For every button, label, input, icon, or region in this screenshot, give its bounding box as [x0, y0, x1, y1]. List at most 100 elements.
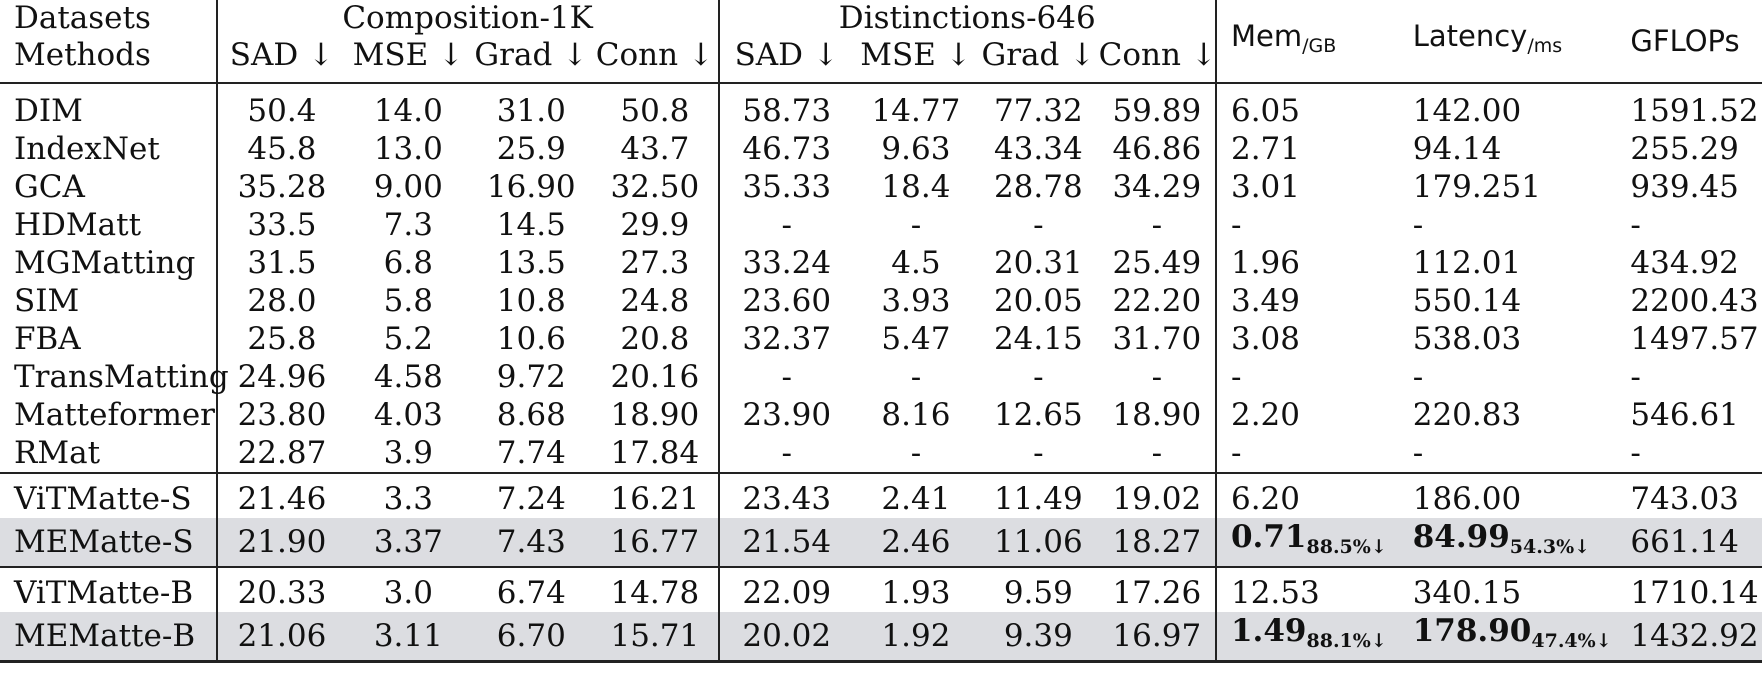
d646-mse-value: 8.16 — [881, 397, 951, 433]
table-row: MEMatte-S 21.90 3.37 7.43 16.77 21.54 2.46 11.0… — [0, 518, 1762, 567]
d646-sad-header: SAD ↓ — [717, 36, 854, 83]
d646-mse-value: 2.41 — [853, 472, 978, 518]
mem-value: 3.08 — [1214, 320, 1399, 358]
latency-value: 84.9954.3%↓ — [1398, 518, 1617, 567]
gflops-value: 255.29 — [1630, 131, 1739, 167]
c1k-conn-value: 27.3 — [620, 245, 690, 281]
d646-sad-value: - — [717, 434, 854, 473]
c1k-mse-value: 7.3 — [383, 207, 433, 243]
d646-grad-value: 77.32 — [977, 82, 1099, 130]
d646-mse-value: 9.63 — [881, 131, 951, 167]
c1k-mse-header: MSE ↓ — [352, 37, 465, 73]
d646-sad-value: - — [717, 358, 854, 396]
d646-conn-value: 18.27 — [1098, 518, 1216, 567]
header-row-1: Datasets Composition-1K Distinctions-646… — [0, 0, 1762, 83]
c1k-conn-value: 20.8 — [620, 321, 690, 357]
d646-conn-value: - — [1151, 435, 1163, 471]
d646-grad-value: 12.65 — [993, 397, 1083, 433]
d646-sad-value: 23.43 — [717, 472, 854, 518]
gflops-header: GFLOPs — [1630, 24, 1740, 58]
d646-grad-value: 11.06 — [977, 518, 1099, 567]
table-row: FBA 25.8 5.2 10.6 20.8 32.37 5.47 24.15 31.70 3.0… — [0, 320, 1762, 358]
d646-sad-value: 33.24 — [717, 244, 854, 282]
gflops-value: - — [1630, 207, 1641, 243]
c1k-sad-value: 25.8 — [215, 320, 347, 358]
composition-1k-header: Composition-1K — [215, 0, 719, 36]
latency-value: 340.15 — [1398, 566, 1617, 612]
d646-conn-value: 22.20 — [1112, 283, 1202, 319]
c1k-grad-value: 7.74 — [496, 435, 566, 471]
gflops-value: 1497.57 — [1630, 321, 1759, 357]
method-name: FBA — [14, 321, 81, 357]
d646-grad-header: Grad ↓ — [981, 37, 1096, 73]
mem-value: 3.01 — [1214, 168, 1399, 206]
d646-sad-value: 46.73 — [717, 130, 854, 168]
d646-mse-value: 14.77 — [853, 82, 978, 130]
table-row: RMat 22.87 3.9 7.74 17.84- - - - - - - — [0, 434, 1762, 473]
d646-conn-value: - — [1151, 207, 1163, 243]
c1k-sad-value: 21.06 — [215, 612, 347, 663]
c1k-conn-value: 16.21 — [592, 472, 719, 518]
c1k-conn-value: 16.77 — [592, 518, 719, 567]
latency-value: 220.83 — [1412, 397, 1522, 433]
mem-value: 2.20 — [1214, 396, 1399, 434]
c1k-sad-value: 21.90 — [215, 518, 347, 567]
c1k-mse-value: 5.2 — [383, 321, 433, 357]
d646-sad-value: 23.60 — [717, 282, 854, 320]
d646-conn-value: 59.89 — [1098, 82, 1216, 130]
d646-sad-value: 20.02 — [717, 612, 854, 663]
latency-value: 538.03 — [1412, 321, 1522, 357]
gflops-value: 939.45 — [1630, 169, 1739, 205]
c1k-grad-value: 8.68 — [496, 397, 566, 433]
c1k-grad-value: 6.70 — [470, 612, 593, 663]
c1k-grad-value: 10.6 — [496, 321, 566, 357]
d646-grad-value: 20.31 — [993, 245, 1083, 281]
table-row: ViTMatte-B 20.33 3.0 6.74 14.78 22.09 1.93 9.59… — [0, 566, 1762, 612]
d646-mse-header: MSE ↓ — [860, 37, 972, 73]
c1k-conn-value: 20.16 — [610, 359, 700, 395]
c1k-mse-value: 14.0 — [346, 82, 471, 130]
d646-grad-value: 11.49 — [977, 472, 1099, 518]
c1k-sad-value: 33.5 — [215, 206, 347, 244]
c1k-mse-value: 4.03 — [373, 397, 443, 433]
d646-grad-value: - — [1033, 435, 1044, 471]
table-row: GCA 35.28 9.00 16.90 32.50 35.33 18.4 28.78 34.2… — [0, 168, 1762, 206]
d646-grad-value: - — [1033, 359, 1044, 395]
mem-value: 3.49 — [1214, 282, 1399, 320]
d646-mse-value: 4.5 — [891, 245, 941, 281]
c1k-sad-value: 31.5 — [215, 244, 347, 282]
d646-grad-value: 24.15 — [993, 321, 1083, 357]
header-row-2: Methods SAD ↓ MSE ↓ Grad ↓ Conn ↓ SAD ↓ … — [0, 36, 1762, 83]
d646-grad-value: - — [1033, 207, 1044, 243]
d646-mse-value: - — [910, 359, 922, 395]
mem-value: 6.20 — [1214, 472, 1399, 518]
table-row: MEMatte-B 21.06 3.11 6.70 15.71 20.02 1.92 9.39… — [0, 612, 1762, 663]
d646-sad-value: 23.90 — [717, 396, 854, 434]
method-name: HDMatt — [14, 207, 142, 243]
c1k-conn-value: 17.84 — [610, 435, 700, 471]
latency-value: - — [1412, 435, 1424, 471]
c1k-sad-value: 22.87 — [215, 434, 347, 473]
method-name: IndexNet — [14, 131, 160, 167]
d646-conn-value: 34.29 — [1112, 169, 1202, 205]
d646-mse-value: 5.47 — [881, 321, 951, 357]
d646-conn-value: 16.97 — [1098, 612, 1216, 663]
d646-mse-value: 3.93 — [881, 283, 951, 319]
c1k-grad-header: Grad ↓ — [474, 37, 589, 73]
d646-conn-value: 17.26 — [1098, 566, 1216, 612]
c1k-grad-value: 6.74 — [470, 566, 593, 612]
c1k-mse-value: 3.3 — [346, 472, 471, 518]
c1k-conn-value: 32.50 — [610, 169, 700, 205]
d646-conn-value: 18.90 — [1112, 397, 1202, 433]
d646-conn-value: 19.02 — [1098, 472, 1216, 518]
d646-mse-value: 18.4 — [881, 169, 951, 205]
d646-mse-value: - — [910, 435, 922, 471]
d646-sad-value: 58.73 — [717, 82, 854, 130]
d646-conn-value: 25.49 — [1112, 245, 1202, 281]
d646-sad-value: 32.37 — [717, 320, 854, 358]
d646-sad-value: 21.54 — [717, 518, 854, 567]
method-name: GCA — [14, 169, 85, 205]
c1k-grad-value: 13.5 — [496, 245, 566, 281]
gflops-value: 1591.52 — [1616, 82, 1762, 130]
